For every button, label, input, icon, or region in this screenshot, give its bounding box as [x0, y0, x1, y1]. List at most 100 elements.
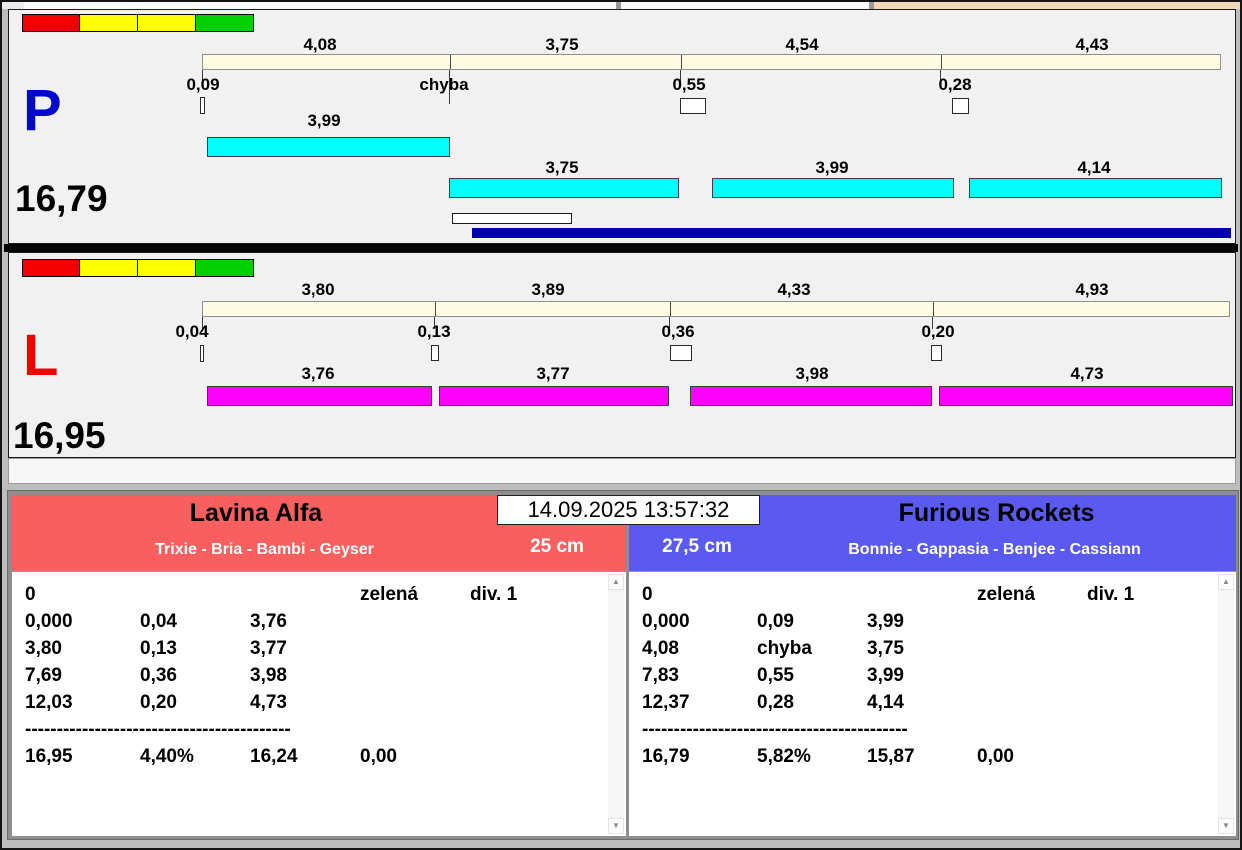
log-cell	[977, 689, 1087, 716]
run-log-left[interactable]: 0 zelená div. 1 0,000 0,04 3,76 3,80 0,13 3,77…	[12, 571, 626, 836]
log-cell	[1087, 689, 1197, 716]
ruler-divider	[435, 302, 436, 316]
team-dogs: Bonnie - Gappasia - Benjee - Cassiann	[848, 541, 1141, 558]
log-cell: 0,00	[360, 746, 397, 767]
changeover-label: chyba	[419, 75, 469, 94]
pending-bar	[452, 213, 572, 224]
log-cell: 4,14	[867, 692, 904, 713]
dog-time-label: 4,73	[1070, 364, 1104, 383]
scroll-up-icon[interactable]: ▲	[608, 574, 624, 590]
ruler-tick	[680, 70, 681, 84]
split-label: 4,43	[1075, 35, 1109, 54]
team-name: Lavina Alfa	[189, 499, 323, 527]
light-yellow1-icon	[80, 14, 138, 32]
changeover-box	[431, 345, 439, 361]
ruler-tick	[202, 317, 203, 329]
log-divider: ----------------------------------------…	[642, 719, 908, 740]
split-ruler	[202, 54, 1221, 70]
dog-time-label: 3,76	[301, 364, 335, 383]
log-cell: 16,79	[642, 746, 690, 767]
window-edge-segment	[621, 2, 869, 9]
log-cell	[470, 608, 580, 635]
jump-height: 25 cm	[530, 536, 584, 557]
dog-time-label: 4,14	[1077, 158, 1111, 177]
log-row: 16,95 4,40% 16,24 0,00	[25, 743, 600, 770]
log-cell	[1087, 743, 1197, 770]
log-cell	[470, 743, 580, 770]
log-cell: zelená	[360, 584, 419, 605]
log-divider: ----------------------------------------…	[25, 719, 291, 740]
log-cell: 0,28	[757, 692, 794, 713]
log-cell	[360, 608, 470, 635]
lane-panel-p: 4,08 3,75 4,54 4,43 0,09 chyba 0,55 0,28…	[8, 9, 1236, 244]
lane-total-p: 16,79	[15, 178, 108, 219]
log-cell: 7,83	[642, 665, 679, 686]
run-log-right[interactable]: 0 zelená div. 1 0,000 0,09 3,99 4,08 chyba 3,7…	[629, 571, 1236, 836]
log-cell	[1087, 635, 1197, 662]
light-yellow1-icon	[80, 259, 138, 277]
split-label: 4,93	[1075, 280, 1109, 299]
split-label: 3,89	[531, 280, 565, 299]
results-section: Lavina Alfa Trixie - Bria - Bambi - Geys…	[7, 490, 1239, 840]
scroll-down-icon[interactable]: ▼	[608, 818, 624, 834]
log-cell	[977, 662, 1087, 689]
log-cell: 0	[642, 584, 653, 605]
timestamp: 14.09.2025 13:57:32	[497, 495, 760, 525]
log-row: 12,03 0,20 4,73	[25, 689, 600, 716]
dog-time-label: 3,75	[545, 158, 579, 177]
dog-time-label: 3,99	[815, 158, 849, 177]
lane-letter-p: P	[23, 78, 62, 143]
ruler-divider	[450, 55, 451, 69]
light-green-icon	[196, 14, 254, 32]
scrollbar[interactable]: ▲ ▼	[608, 574, 624, 834]
log-cell: 0,20	[140, 692, 177, 713]
run-log-text: 0 zelená div. 1 0,000 0,04 3,76 3,80 0,13 3,77…	[12, 572, 626, 770]
log-cell: div. 1	[1087, 584, 1135, 605]
log-cell: 0,55	[757, 665, 794, 686]
log-cell	[470, 635, 580, 662]
ruler-divider	[933, 302, 934, 316]
window-edge-mark	[869, 2, 874, 9]
start-lights	[22, 14, 254, 32]
dog-run-bar	[690, 386, 932, 406]
jump-height: 27,5 cm	[662, 536, 732, 557]
scroll-down-icon[interactable]: ▼	[1218, 818, 1234, 834]
ruler-tick	[932, 317, 933, 329]
log-cell	[140, 581, 250, 608]
scrollbar[interactable]: ▲ ▼	[1218, 574, 1234, 834]
dog-run-bar	[207, 386, 432, 406]
log-cell	[360, 662, 470, 689]
log-row: 3,80 0,13 3,77	[25, 635, 600, 662]
log-cell	[360, 635, 470, 662]
team-panel-right: Furious Rockets Bonnie - Gappasia - Benj…	[629, 495, 1236, 836]
log-row: 7,83 0,55 3,99	[642, 662, 1210, 689]
log-row: 16,79 5,82% 15,87 0,00	[642, 743, 1210, 770]
split-label: 4,08	[303, 35, 337, 54]
light-yellow2-icon	[138, 259, 196, 277]
log-cell: 4,08	[642, 638, 679, 659]
start-lights	[22, 259, 254, 277]
log-cell: chyba	[757, 638, 812, 659]
window-top-edge	[2, 2, 1240, 9]
log-cell	[360, 689, 470, 716]
log-divider-row: ----------------------------------------…	[25, 716, 600, 743]
log-cell: 3,99	[867, 611, 904, 632]
ruler-tick	[669, 317, 670, 329]
ruler-tick	[202, 70, 203, 84]
log-cell: 3,99	[867, 665, 904, 686]
log-cell: 16,95	[25, 746, 73, 767]
log-cell	[1087, 662, 1197, 689]
log-cell	[1087, 608, 1197, 635]
scroll-up-icon[interactable]: ▲	[1218, 574, 1234, 590]
log-cell	[250, 581, 360, 608]
lane-total-l: 16,95	[13, 415, 106, 456]
light-red-icon	[22, 259, 80, 277]
dog-run-bar	[449, 178, 679, 198]
log-cell: 0,13	[140, 638, 177, 659]
changeover-label: 0,55	[672, 75, 706, 94]
changeover-label: 0,04	[175, 322, 209, 341]
team-dogs: Trixie - Bria - Bambi - Geyser	[155, 541, 374, 558]
team-name: Furious Rockets	[898, 499, 1095, 527]
dog-time-label: 3,77	[536, 364, 570, 383]
